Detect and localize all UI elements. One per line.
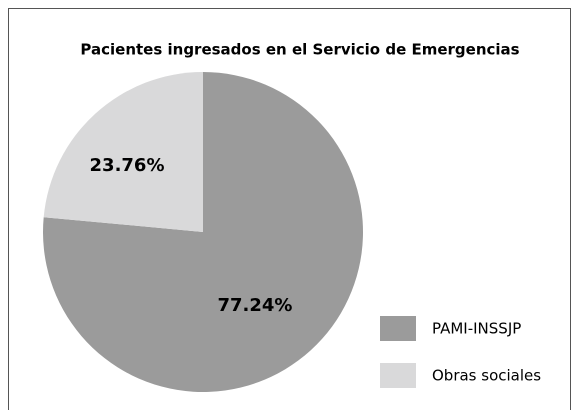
legend-label: PAMI-INSSJP [432, 320, 521, 338]
pie-slice [43, 72, 203, 232]
legend-swatch [380, 316, 416, 341]
data-label: 77.24% [217, 295, 292, 316]
legend-label: Obras sociales [432, 367, 541, 385]
data-label: 23.76% [90, 155, 165, 176]
chart-title: Pacientes ingresados en el Servicio de E… [80, 41, 519, 59]
legend-swatch [380, 363, 416, 388]
